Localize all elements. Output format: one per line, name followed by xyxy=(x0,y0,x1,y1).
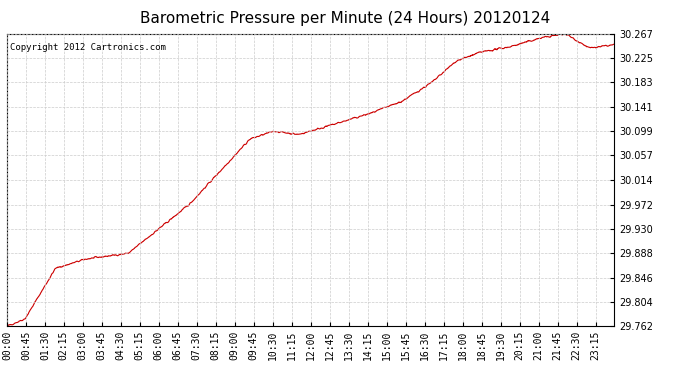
Text: Copyright 2012 Cartronics.com: Copyright 2012 Cartronics.com xyxy=(10,42,166,51)
Text: Barometric Pressure per Minute (24 Hours) 20120124: Barometric Pressure per Minute (24 Hours… xyxy=(140,11,550,26)
